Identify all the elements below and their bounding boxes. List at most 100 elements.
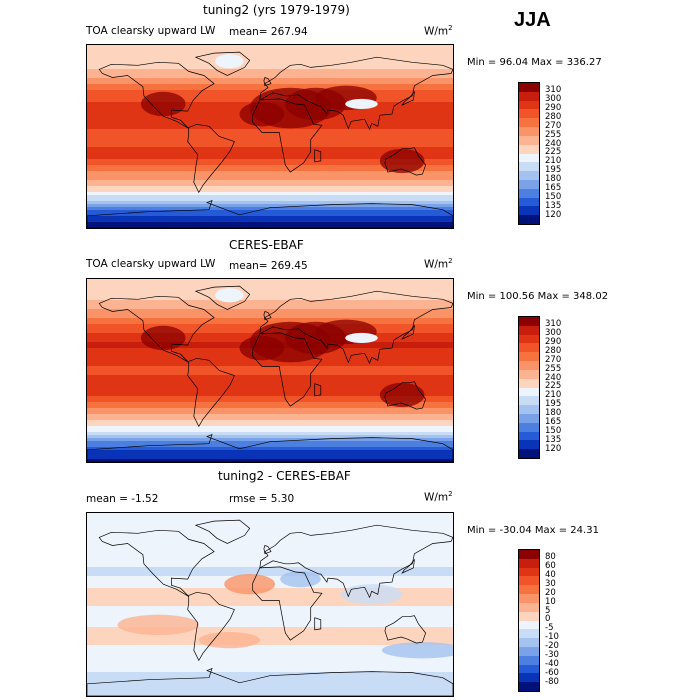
panel3-map: [86, 512, 454, 697]
colorbar-tick-label: 290: [545, 102, 562, 113]
field-band: [87, 597, 453, 601]
field-band: [87, 531, 453, 535]
colorbar-tick-label: 280: [545, 345, 562, 356]
panel3-title: tuning2 - CERES-EBAF: [218, 469, 351, 483]
field-band: [87, 609, 453, 613]
field-band: [87, 651, 453, 655]
panel2-minmax: Min = 100.56 Max = 348.02: [467, 291, 609, 302]
coastline: [87, 433, 453, 462]
field-band: [87, 315, 453, 319]
field-band: [87, 156, 453, 160]
coastline: [314, 383, 322, 397]
field-band: [87, 204, 453, 208]
colorbar-swatch: [519, 215, 539, 224]
colorbar-swatch: [519, 197, 539, 207]
field-band: [87, 63, 453, 67]
field-band: [87, 165, 453, 169]
colorbar-tick-label: 255: [545, 363, 562, 374]
colorbar-swatch: [519, 664, 539, 674]
colorbar-tick-label: 135: [545, 435, 562, 446]
field-band: [87, 459, 453, 462]
field-band: [87, 57, 453, 61]
colorbar-tick-label: 180: [545, 408, 562, 419]
colorbar-swatch: [519, 567, 539, 577]
field-band: [87, 540, 453, 544]
coastline: [384, 381, 426, 410]
colorbar-swatch: [519, 127, 539, 136]
panel2-variable: TOA clearsky upward LW: [86, 258, 216, 270]
field-band: [87, 684, 453, 688]
colorbar-swatch: [519, 440, 539, 450]
field-band: [87, 291, 453, 295]
field-band: [87, 153, 453, 157]
colorbar-swatch: [519, 206, 539, 216]
field-band: [87, 147, 453, 151]
coastline: [98, 295, 215, 363]
field-band: [87, 552, 453, 556]
field-band: [87, 48, 453, 52]
field-band: [87, 444, 453, 448]
field-band: [87, 690, 453, 694]
field-band: [87, 219, 453, 223]
field-band: [87, 519, 453, 523]
colorbar-tick-label: 120: [545, 444, 562, 455]
coastline: [401, 90, 415, 106]
field-band: [87, 639, 453, 643]
colorbar-swatch: [519, 449, 539, 458]
field-band: [87, 192, 453, 196]
colorbar-swatch: [519, 620, 539, 630]
field-band: [87, 660, 453, 664]
colorbar-tick-label: 300: [545, 93, 562, 104]
colorbar-tick-label: -40: [545, 659, 559, 670]
colorbar-swatch: [519, 135, 539, 145]
coastline: [259, 290, 453, 365]
colorbar-swatch: [519, 550, 539, 559]
colorbar-swatch: [519, 144, 539, 154]
field-band: [87, 657, 453, 661]
panel2-field: [87, 279, 453, 462]
field-band: [87, 183, 453, 187]
field-band: [87, 168, 453, 172]
field-band: [87, 207, 453, 211]
colorbar-tick-label: 280: [545, 111, 562, 122]
field-band: [87, 186, 453, 190]
field-band: [87, 528, 453, 532]
colorbar-swatch: [519, 646, 539, 656]
panel2-units: W/m2: [424, 257, 453, 271]
field-band: [87, 435, 453, 439]
field-band: [87, 546, 453, 550]
field-band: [87, 60, 453, 64]
field-band: [87, 405, 453, 409]
colorbar-tick-label: 180: [545, 174, 562, 185]
field-band: [87, 669, 453, 673]
field-band: [87, 399, 453, 403]
colorbar-tick-label: 290: [545, 336, 562, 347]
panel1-title: tuning2 (yrs 1979-1979): [203, 3, 350, 17]
field-band: [87, 369, 453, 373]
panel3-units: W/m2: [424, 490, 453, 504]
field-band: [87, 372, 453, 376]
field-band: [87, 624, 453, 628]
colorbar-swatch: [519, 83, 539, 92]
colorbar-tick-label: 60: [545, 560, 556, 571]
anomaly-region: [381, 642, 453, 659]
panel1-variable: TOA clearsky upward LW: [86, 25, 216, 37]
colorbar-swatch: [519, 602, 539, 612]
field-band: [87, 591, 453, 595]
coastline: [401, 558, 415, 574]
coastline: [314, 149, 322, 163]
colorbar-swatch: [519, 682, 539, 691]
colorbar-tick-label: 40: [545, 569, 556, 580]
panel2-colorbar: [518, 316, 540, 459]
colorbar-tick-label: -30: [545, 650, 559, 661]
field-band: [87, 318, 453, 322]
coastline: [98, 61, 215, 129]
field-band: [87, 303, 453, 307]
coastline: [194, 519, 251, 544]
field-band: [87, 78, 453, 82]
colorbar-swatch: [519, 638, 539, 647]
cold-region: [215, 54, 244, 69]
field-band: [87, 648, 453, 652]
field-band: [87, 69, 453, 73]
colorbar-swatch: [519, 188, 539, 198]
